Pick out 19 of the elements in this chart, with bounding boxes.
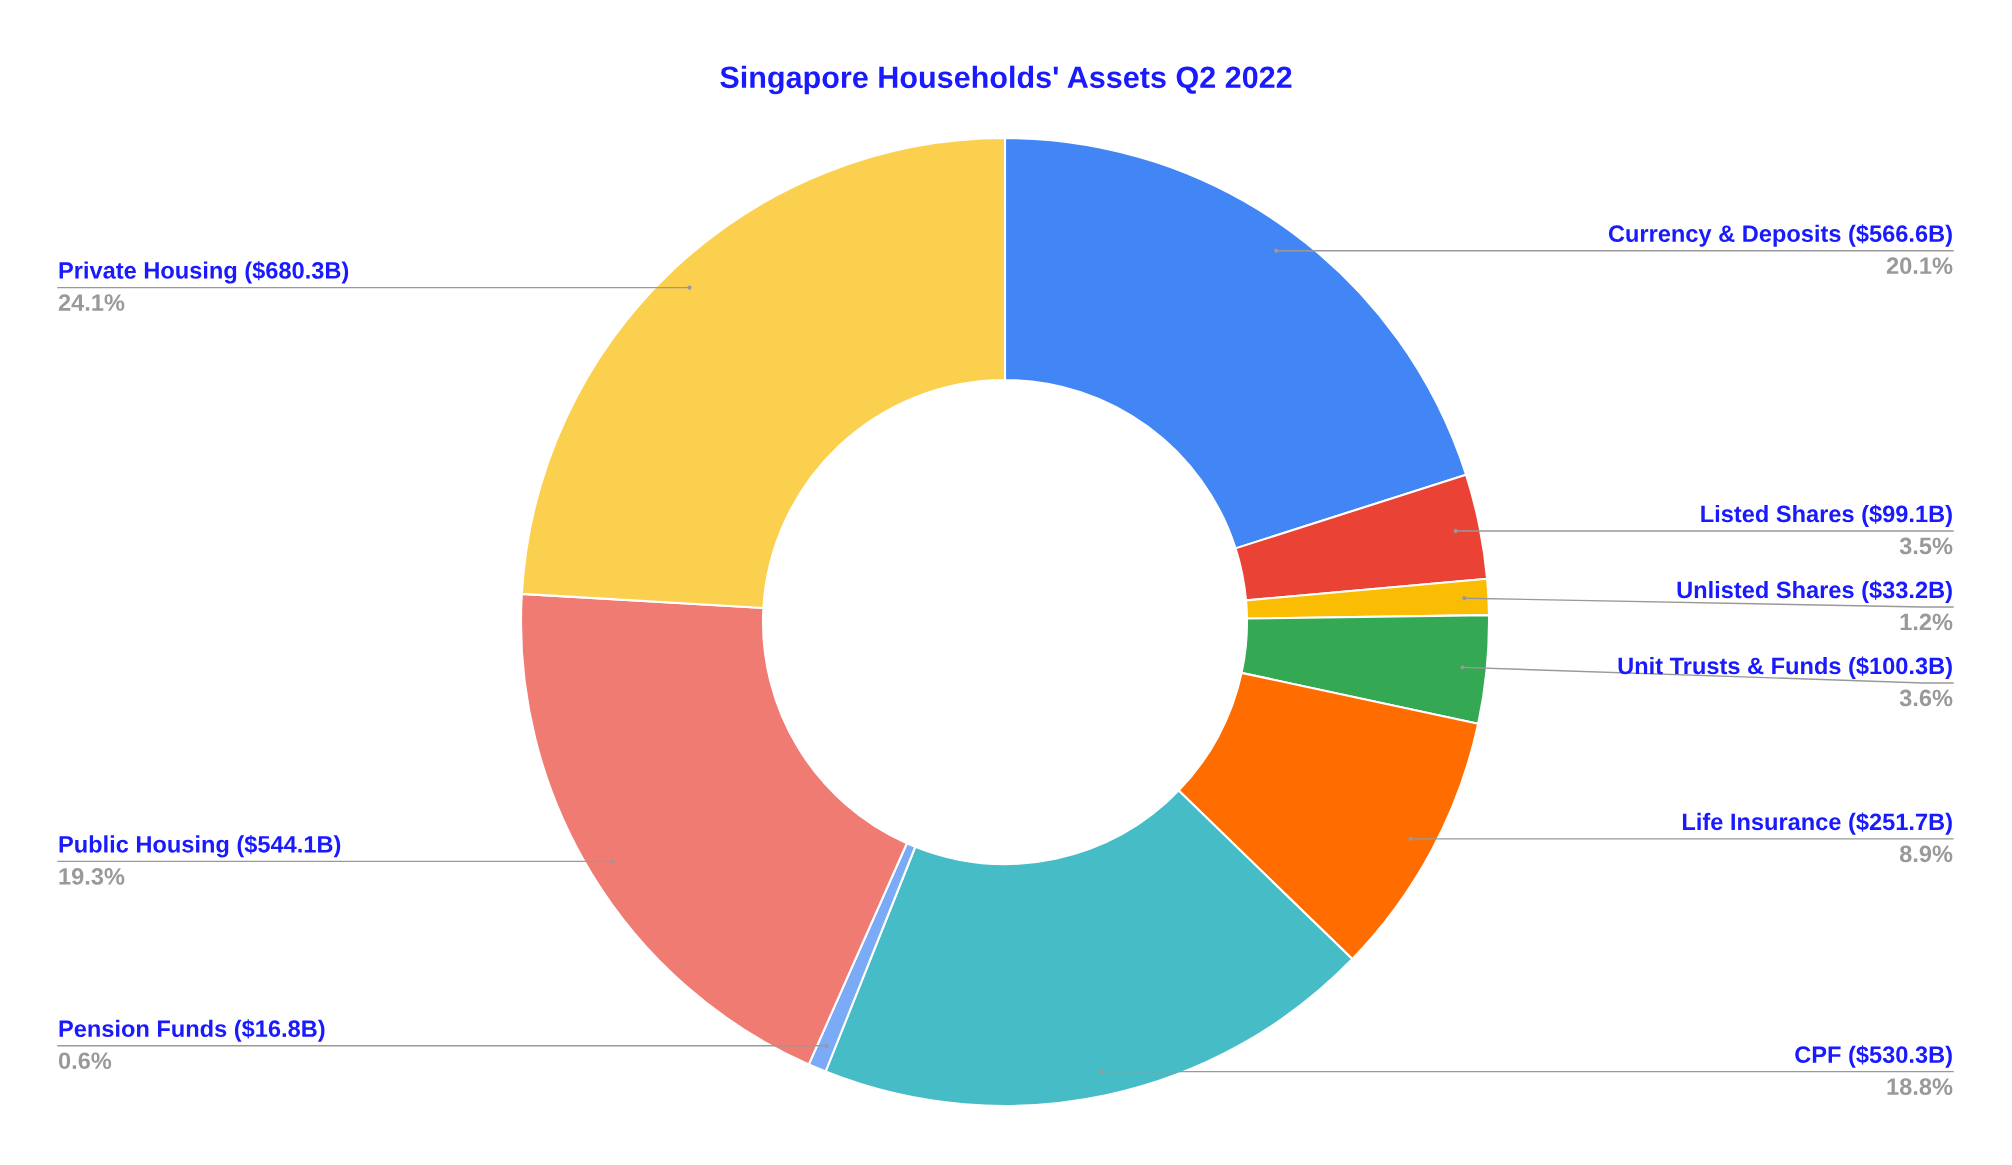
data-label: 1.2% <box>1900 613 1953 631</box>
chart-title: Singapore Households' Assets Q2 2022 <box>720 65 1292 95</box>
data-label: 19.3% <box>59 868 125 885</box>
slice-label: Listed Shares ($99.1B) <box>1701 504 1952 527</box>
slice-label: Private Housing ($680.3B) <box>59 261 349 284</box>
slice-label: CPF ($530.3B) <box>1795 1045 1952 1068</box>
data-label: 20.1% <box>1886 257 1953 275</box>
data-label: 3.6% <box>1899 689 1953 707</box>
slice-label: Unlisted Shares ($33.2B) <box>1677 580 1952 603</box>
slice-label: Pension Funds ($16.8B) <box>59 1019 325 1042</box>
data-label: 3.5% <box>1899 537 1953 555</box>
data-label: 24.1% <box>58 294 125 311</box>
slice-label: Unit Trusts & Funds ($100.3B) <box>1618 656 1952 679</box>
data-label: 18.8% <box>1887 1078 1953 1096</box>
slice-label: Public Housing ($544.1B) <box>59 834 341 858</box>
data-label: 0.6% <box>58 1052 112 1070</box>
slice-label: Life Insurance ($251.7B) <box>1682 812 1952 835</box>
data-label: 8.9% <box>1899 845 1953 863</box>
slice-label: Currency & Deposits ($566.6B) <box>1608 224 1952 247</box>
